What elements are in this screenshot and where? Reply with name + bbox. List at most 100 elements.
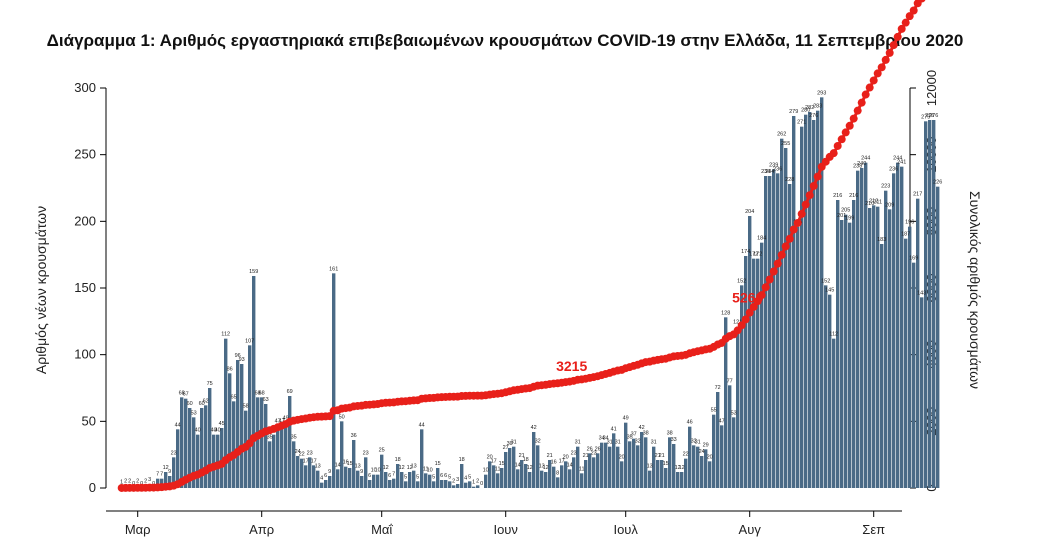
bar-label: 20 <box>619 454 625 460</box>
bar-label: 58 <box>243 404 249 410</box>
cumulative-point <box>869 76 878 85</box>
bar <box>508 448 512 488</box>
bar <box>596 453 600 488</box>
bar-label: 21 <box>655 453 661 459</box>
bar-label: 210 <box>865 201 874 207</box>
bar-label: 18 <box>523 457 529 463</box>
bar-label: 226 <box>933 180 942 186</box>
bar <box>492 465 496 488</box>
bar-label: 22 <box>683 452 689 458</box>
x-tick-label: Μαρ <box>125 522 151 537</box>
bar-label: 13 <box>315 464 321 470</box>
bar <box>452 485 456 488</box>
bar-label: 280 <box>801 108 810 114</box>
bar <box>292 441 296 488</box>
y-axis-left-title: Αριθμός νέων κρουσμάτων <box>33 206 49 374</box>
bar-label: 45 <box>219 421 225 427</box>
bar <box>704 449 708 488</box>
bar-label: 293 <box>817 90 826 96</box>
bar-label: 201 <box>837 213 846 219</box>
bar-label: 239 <box>769 162 778 168</box>
bar-label: 12 <box>399 465 405 471</box>
bar <box>768 176 772 488</box>
bar <box>604 442 608 488</box>
cumulative-point <box>885 48 894 57</box>
bar <box>772 169 776 489</box>
bar <box>340 421 344 488</box>
bar-label: 44 <box>175 422 181 428</box>
left-tick-label: 250 <box>74 147 96 162</box>
cumulative-point <box>749 302 758 311</box>
bar <box>860 168 864 488</box>
x-tick-label: Απρ <box>249 522 274 537</box>
bar-label: 62 <box>203 398 209 404</box>
bar-label: 29 <box>703 442 709 448</box>
bar <box>300 458 304 488</box>
bar-label: 93 <box>239 357 245 363</box>
bar <box>688 426 692 488</box>
bar <box>176 429 180 488</box>
bar-label: 217 <box>913 192 922 198</box>
bar <box>436 468 440 488</box>
bar <box>520 460 524 488</box>
bar-label: 5 <box>432 474 435 480</box>
bar-label: 63 <box>263 397 269 403</box>
bar-label: 234 <box>761 169 770 175</box>
bar <box>280 425 284 488</box>
bar-label: 16 <box>343 460 349 466</box>
bar <box>556 477 560 488</box>
bar <box>468 481 472 488</box>
bar <box>908 226 912 488</box>
bar-label: 6 <box>388 473 391 479</box>
bar <box>552 466 556 488</box>
bar-label: 31 <box>615 440 621 446</box>
cumulative-labels: 3215526015738 <box>556 290 763 374</box>
bar-label: 169 <box>909 256 918 262</box>
cumulative-point <box>889 41 898 50</box>
bar-label: 26 <box>587 446 593 452</box>
bar <box>392 478 396 488</box>
bar <box>164 472 168 488</box>
bar-label: 11 <box>495 466 501 472</box>
bar <box>660 460 664 488</box>
bar <box>932 120 936 488</box>
bar-label: 5 <box>448 474 451 480</box>
bar-label: 21 <box>547 453 553 459</box>
bar <box>648 470 652 488</box>
bar-label: 10 <box>427 468 433 474</box>
bar <box>548 460 552 488</box>
bar <box>592 457 596 488</box>
bar-label: 107 <box>245 338 254 344</box>
bar <box>336 469 340 488</box>
bar-label: 37 <box>631 432 637 438</box>
bar <box>544 472 548 488</box>
cumulative-point <box>857 98 866 107</box>
daily-cases-bars <box>120 97 940 489</box>
bar <box>920 297 924 488</box>
bar-label: 276 <box>925 113 934 119</box>
bar <box>800 126 804 489</box>
bar-label: 21 <box>583 453 589 459</box>
bar-label: 23 <box>171 450 177 456</box>
bar-label: 2 <box>452 478 455 484</box>
bar-label: 112 <box>829 332 838 338</box>
bar-label: 53 <box>191 410 197 416</box>
bar <box>672 444 676 488</box>
bar <box>636 445 640 488</box>
cumulative-point <box>797 209 806 218</box>
bar <box>236 360 240 488</box>
bar-label: 9 <box>168 469 171 475</box>
bar <box>692 445 696 488</box>
bar <box>744 256 748 488</box>
cumulative-point <box>893 32 902 41</box>
bar-label: 18 <box>395 457 401 463</box>
bar-label: 276 <box>809 113 818 119</box>
left-tick-label: 50 <box>82 413 96 428</box>
bar-label: 96 <box>235 353 241 359</box>
bar-label: 32 <box>635 438 641 444</box>
bar-label: 20 <box>563 454 569 460</box>
bar <box>904 238 908 488</box>
bar-label: 244 <box>893 156 902 162</box>
bar-label: 2 <box>124 478 127 484</box>
cumulative-point <box>833 141 842 150</box>
